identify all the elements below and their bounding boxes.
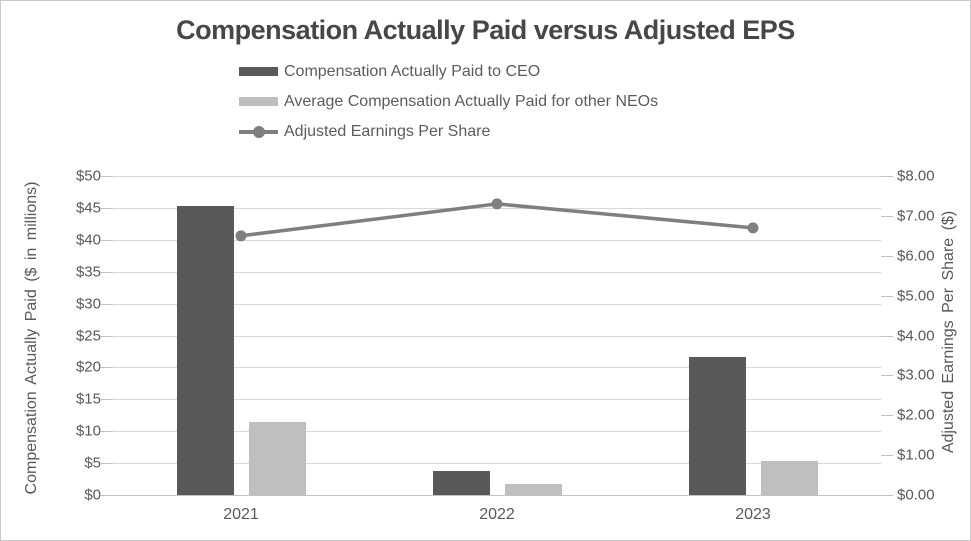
x-axis-category-label: 2021: [223, 506, 259, 523]
right-axis-tick-label: $2.00: [897, 406, 935, 424]
gridline: [113, 303, 881, 305]
right-axis-title: Adjusted Earnings Per Share ($): [940, 210, 957, 454]
left-axis-tick: [101, 399, 113, 401]
right-axis-tick-label: $3.00: [897, 366, 935, 384]
left-axis-tick-label: $25: [75, 327, 101, 344]
legend-line-swatch-icon: [239, 125, 278, 139]
legend-bar-swatch-icon: [239, 97, 278, 106]
gridline: [113, 271, 881, 273]
left-axis-tick: [101, 207, 113, 209]
bar-neo-2022: [504, 484, 562, 495]
left-axis-tick: [101, 239, 113, 241]
left-axis-tick-label: $10: [75, 422, 101, 440]
gridline: [113, 367, 881, 369]
left-axis-tick-label: $0: [84, 486, 101, 504]
x-axis-category-label: 2022: [479, 506, 515, 523]
gridline: [113, 335, 881, 337]
left-axis-tick-label: $5: [84, 454, 101, 472]
right-axis-tick: [881, 495, 893, 496]
legend-label: Compensation Actually Paid to CEO: [284, 62, 541, 80]
gridline: [113, 239, 881, 241]
gridline: [113, 463, 881, 465]
right-axis-tick-label: $1.00: [897, 446, 935, 464]
right-axis-tick: [881, 455, 893, 457]
right-axis-tick-label: $7.00: [897, 207, 935, 225]
eps-point-2023: [747, 222, 759, 234]
left-axis-tick-label: $40: [75, 231, 101, 249]
chart-legend: Compensation Actually Paid to CEO Average…: [239, 60, 658, 143]
x-axis-category-label: 2023: [735, 506, 771, 523]
bar-neo-2021: [248, 422, 306, 495]
chart-title: Compensation Actually Paid versus Adjust…: [176, 15, 795, 45]
left-axis-tick-label: $45: [75, 199, 101, 217]
bar-neo-2023: [760, 461, 818, 495]
left-axis-tick: [101, 176, 113, 177]
left-axis-tick: [101, 495, 113, 496]
legend-label: Average Compensation Actually Paid for o…: [284, 92, 659, 110]
right-axis-tick-label: $0.00: [897, 486, 935, 504]
gridline: [113, 431, 881, 433]
legend-item: Average Compensation Actually Paid for o…: [239, 90, 658, 113]
bar-ceo-2021: [176, 205, 234, 495]
right-axis-tick-label: $8.00: [897, 167, 935, 185]
left-axis-tick: [101, 335, 113, 337]
left-axis-tick-label: $20: [75, 358, 101, 376]
left-axis-tick: [101, 367, 113, 369]
right-axis-tick: [881, 176, 893, 177]
bar-ceo-2022: [432, 470, 490, 495]
left-axis-tick-label: $35: [75, 263, 101, 281]
right-axis-tick-label: $5.00: [897, 287, 935, 305]
right-axis-tick: [881, 375, 893, 377]
right-axis-tick: [881, 215, 893, 217]
legend-item: Adjusted Earnings Per Share: [239, 120, 658, 143]
right-axis-tick: [881, 335, 893, 337]
right-axis-tick: [881, 255, 893, 257]
right-axis-tick: [881, 295, 893, 297]
bar-ceo-2023: [688, 356, 746, 495]
right-axis-tick-label: $6.00: [897, 247, 935, 265]
left-axis-tick-label: $50: [75, 167, 101, 185]
left-axis-tick-label: $15: [75, 390, 101, 408]
gridline: [113, 176, 881, 177]
left-axis-tick: [101, 271, 113, 273]
left-axis-tick: [101, 431, 113, 433]
legend-bar-swatch-icon: [239, 67, 278, 76]
legend-item: Compensation Actually Paid to CEO: [239, 60, 658, 83]
left-axis-tick: [101, 303, 113, 305]
left-axis-title: Compensation Actually Paid ($ in million…: [23, 181, 40, 495]
right-axis-tick-label: $4.00: [897, 327, 935, 344]
right-axis-tick: [881, 415, 893, 417]
legend-label: Adjusted Earnings Per Share: [284, 122, 491, 140]
left-axis-tick-label: $30: [75, 295, 101, 313]
left-axis-tick: [101, 463, 113, 465]
gridline: [113, 399, 881, 401]
x-axis-line: [113, 495, 881, 496]
